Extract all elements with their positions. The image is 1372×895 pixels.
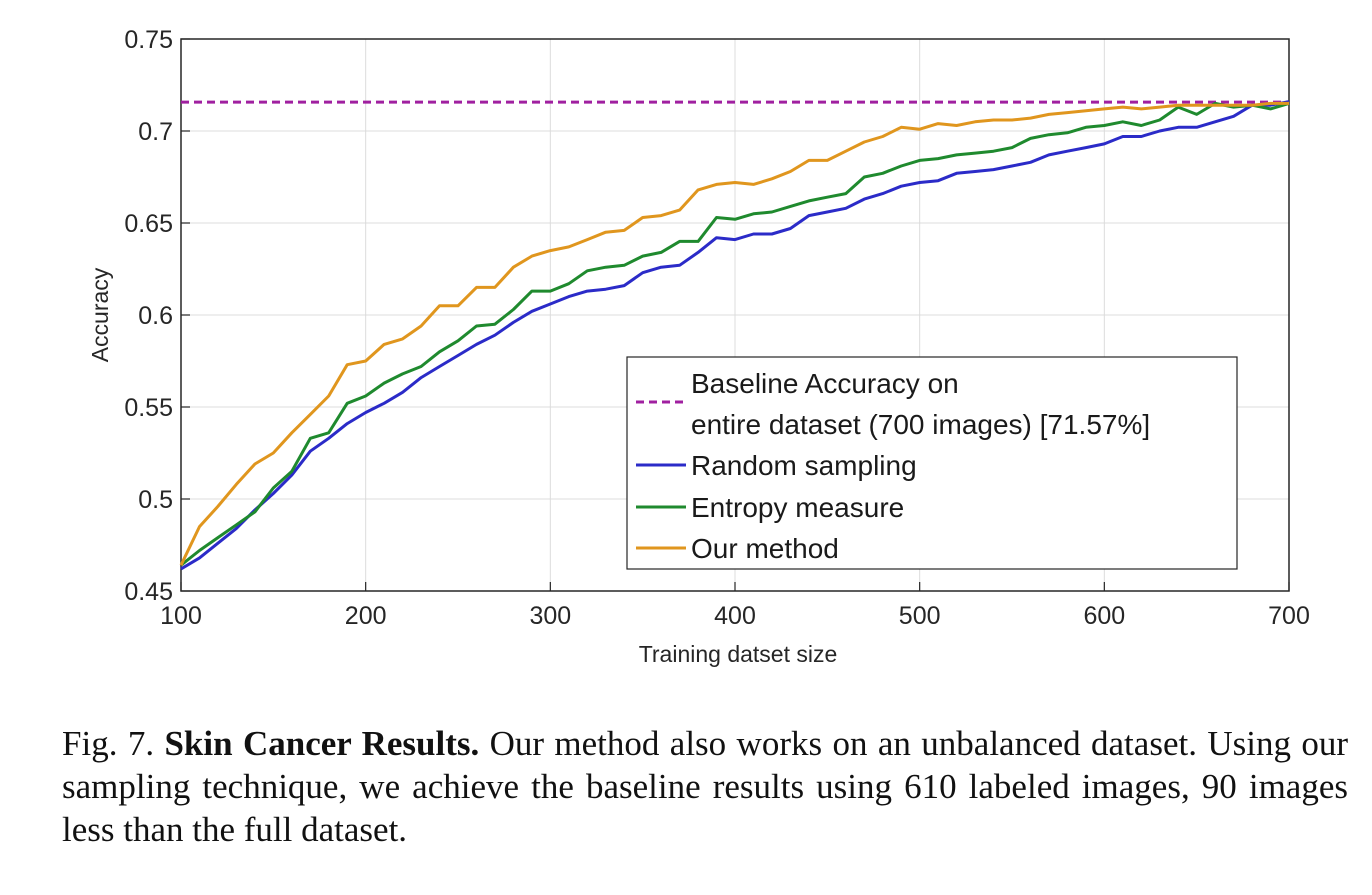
legend-box xyxy=(626,356,1238,570)
x-tick-label: 100 xyxy=(160,602,202,630)
legend-baseline-label-line1: Baseline Accuracy on xyxy=(691,368,959,399)
random-sampling-line xyxy=(180,100,1290,571)
y-tick-label: 0.55 xyxy=(124,394,173,422)
x-tick-label: 200 xyxy=(345,602,387,630)
x-tick-label: 300 xyxy=(529,602,571,630)
legend-label-entropy-measure: Entropy measure xyxy=(691,492,904,523)
y-tick-label: 0.6 xyxy=(138,302,173,330)
x-axis-title: Training datset size xyxy=(639,641,838,667)
x-axis: 100 200 300 400 500 600 700 xyxy=(160,582,1310,630)
y-tick-label: 0.75 xyxy=(124,26,173,54)
x-tick-label: 500 xyxy=(899,602,941,630)
figure-caption: Fig. 7. Skin Cancer Results. Our method … xyxy=(62,722,1348,851)
entropy-measure-line xyxy=(180,101,1290,567)
legend-baseline-label-line2: entire dataset (700 images) [71.57%] xyxy=(691,409,1150,440)
caption-prefix: Fig. 7. xyxy=(62,724,165,763)
y-tick-label: 0.5 xyxy=(138,486,173,514)
x-tick-label: 400 xyxy=(714,602,756,630)
accuracy-line-chart: 0.45 0.5 0.55 0.6 0.65 0.7 0.75 100 200 300 400 50… xyxy=(87,26,1310,667)
caption-bold-title: Skin Cancer Results. xyxy=(164,724,480,763)
y-axis-title: Accuracy xyxy=(87,267,113,362)
y-axis: 0.45 0.5 0.55 0.6 0.65 0.7 0.75 xyxy=(124,26,190,606)
y-tick-label: 0.45 xyxy=(124,578,173,606)
x-tick-label: 600 xyxy=(1083,602,1125,630)
our-method-line xyxy=(179,101,1289,566)
y-tick-label: 0.65 xyxy=(124,210,173,238)
y-tick-label: 0.7 xyxy=(138,118,173,146)
legend-label-our-method: Our method xyxy=(691,533,839,564)
caption-body: Our method also works on an unbalanced d… xyxy=(62,724,1348,849)
legend: Baseline Accuracy on entire dataset (700… xyxy=(626,356,1238,570)
series-lines xyxy=(179,100,1290,571)
x-tick-label: 700 xyxy=(1268,602,1310,630)
legend-label-random-sampling: Random sampling xyxy=(691,450,917,481)
